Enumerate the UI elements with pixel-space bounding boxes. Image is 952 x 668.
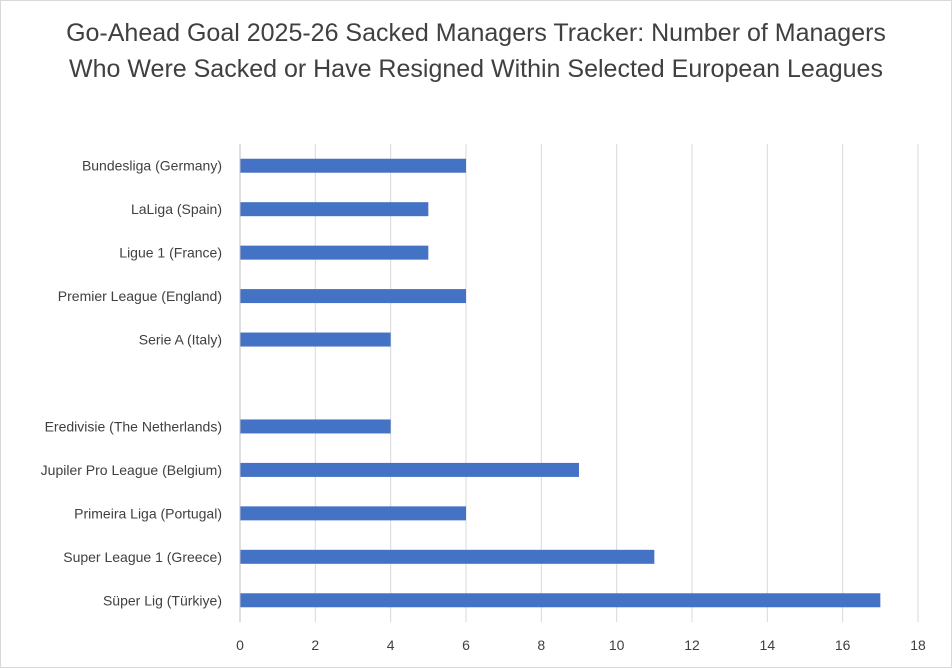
x-tick-label: 12 <box>684 637 700 653</box>
bar <box>240 289 466 304</box>
bar <box>240 462 579 477</box>
category-label: LaLiga (Spain) <box>131 201 222 217</box>
x-tick-label: 16 <box>835 637 851 653</box>
x-tick-label: 18 <box>910 637 926 653</box>
x-tick-label: 6 <box>462 637 470 653</box>
x-tick-label: 2 <box>311 637 319 653</box>
x-tick-label: 14 <box>760 637 776 653</box>
bar <box>240 419 391 434</box>
x-tick-label: 8 <box>537 637 545 653</box>
bar <box>240 245 429 260</box>
bar <box>240 158 466 173</box>
category-label: Ligue 1 (France) <box>119 245 222 261</box>
bar <box>240 202 429 217</box>
category-label: Jupiler Pro League (Belgium) <box>41 462 222 478</box>
x-tick-label: 4 <box>387 637 395 653</box>
category-label: Serie A (Italy) <box>139 332 222 348</box>
category-label: Süper Lig (Türkiye) <box>103 592 222 608</box>
x-tick-label: 0 <box>236 637 244 653</box>
category-label: Bundesliga (Germany) <box>82 158 222 174</box>
chart-title: Go-Ahead Goal 2025-26 Sacked Managers Tr… <box>66 19 886 83</box>
category-label: Eredivisie (The Netherlands) <box>45 418 222 434</box>
category-label: Super League 1 (Greece) <box>63 549 222 565</box>
bar <box>240 332 391 347</box>
bar <box>240 593 881 608</box>
bar <box>240 549 655 564</box>
x-tick-label: 10 <box>609 637 625 653</box>
bar <box>240 506 466 521</box>
category-label: Premier League (England) <box>58 288 222 304</box>
category-label: Primeira Liga (Portugal) <box>74 505 222 521</box>
